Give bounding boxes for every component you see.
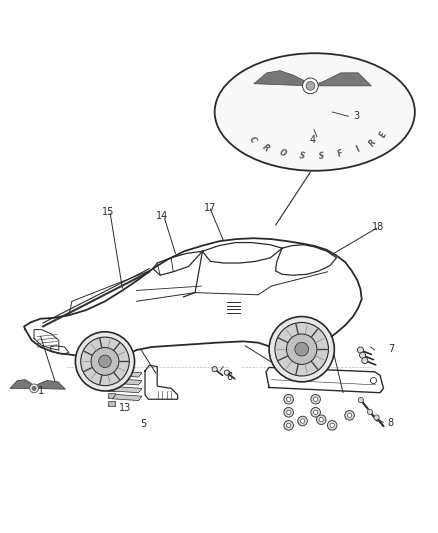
Circle shape (286, 423, 291, 427)
Polygon shape (108, 370, 115, 375)
Circle shape (286, 397, 291, 401)
Polygon shape (113, 379, 142, 385)
Circle shape (224, 370, 230, 375)
Text: O: O (278, 148, 287, 158)
Circle shape (91, 348, 119, 375)
Text: 8: 8 (388, 418, 394, 428)
Circle shape (284, 421, 293, 430)
Circle shape (327, 421, 337, 430)
Circle shape (81, 337, 129, 386)
Circle shape (330, 423, 334, 427)
Circle shape (367, 409, 373, 415)
Circle shape (275, 322, 328, 376)
Text: 3: 3 (353, 111, 359, 122)
Polygon shape (113, 371, 142, 377)
Text: F: F (337, 149, 345, 159)
Circle shape (317, 415, 326, 424)
Polygon shape (108, 393, 115, 398)
Text: R: R (367, 138, 378, 148)
Text: 7: 7 (388, 344, 394, 354)
Circle shape (286, 334, 317, 365)
Polygon shape (311, 73, 371, 86)
Circle shape (347, 413, 352, 417)
Circle shape (99, 355, 111, 368)
Circle shape (314, 410, 318, 415)
Text: 18: 18 (372, 222, 384, 232)
Circle shape (371, 377, 377, 384)
Polygon shape (108, 377, 115, 383)
Circle shape (269, 317, 334, 382)
Circle shape (374, 415, 379, 420)
Circle shape (284, 394, 293, 404)
Circle shape (345, 410, 354, 420)
Text: 1: 1 (38, 385, 44, 395)
Text: 6: 6 (227, 373, 233, 383)
Circle shape (75, 332, 134, 391)
Ellipse shape (215, 53, 415, 171)
Circle shape (362, 358, 368, 364)
Polygon shape (113, 394, 142, 400)
Text: C: C (247, 135, 258, 145)
Text: 5: 5 (140, 419, 146, 429)
Circle shape (32, 386, 36, 391)
Text: 17: 17 (204, 203, 216, 213)
Circle shape (295, 342, 308, 356)
Circle shape (298, 416, 307, 426)
Circle shape (319, 417, 323, 422)
Circle shape (306, 82, 315, 90)
Circle shape (314, 397, 318, 401)
Text: I: I (355, 145, 362, 154)
Circle shape (286, 410, 291, 415)
Text: 15: 15 (102, 207, 114, 217)
Polygon shape (254, 71, 311, 86)
Text: R: R (261, 142, 271, 153)
Circle shape (358, 398, 364, 403)
Polygon shape (34, 381, 65, 389)
Circle shape (311, 408, 321, 417)
Text: S: S (318, 151, 325, 161)
Circle shape (357, 347, 364, 353)
Circle shape (30, 384, 39, 393)
Circle shape (303, 78, 318, 94)
Polygon shape (113, 386, 142, 393)
Text: S: S (298, 151, 305, 161)
Polygon shape (108, 385, 115, 391)
Text: 14: 14 (156, 212, 169, 221)
Text: 4: 4 (310, 135, 316, 146)
Circle shape (284, 408, 293, 417)
Circle shape (311, 394, 321, 404)
Polygon shape (108, 401, 115, 406)
Circle shape (360, 352, 366, 358)
Text: E: E (378, 130, 389, 139)
Circle shape (300, 419, 305, 423)
Circle shape (212, 367, 217, 372)
Text: 13: 13 (119, 403, 131, 413)
Polygon shape (10, 379, 34, 389)
